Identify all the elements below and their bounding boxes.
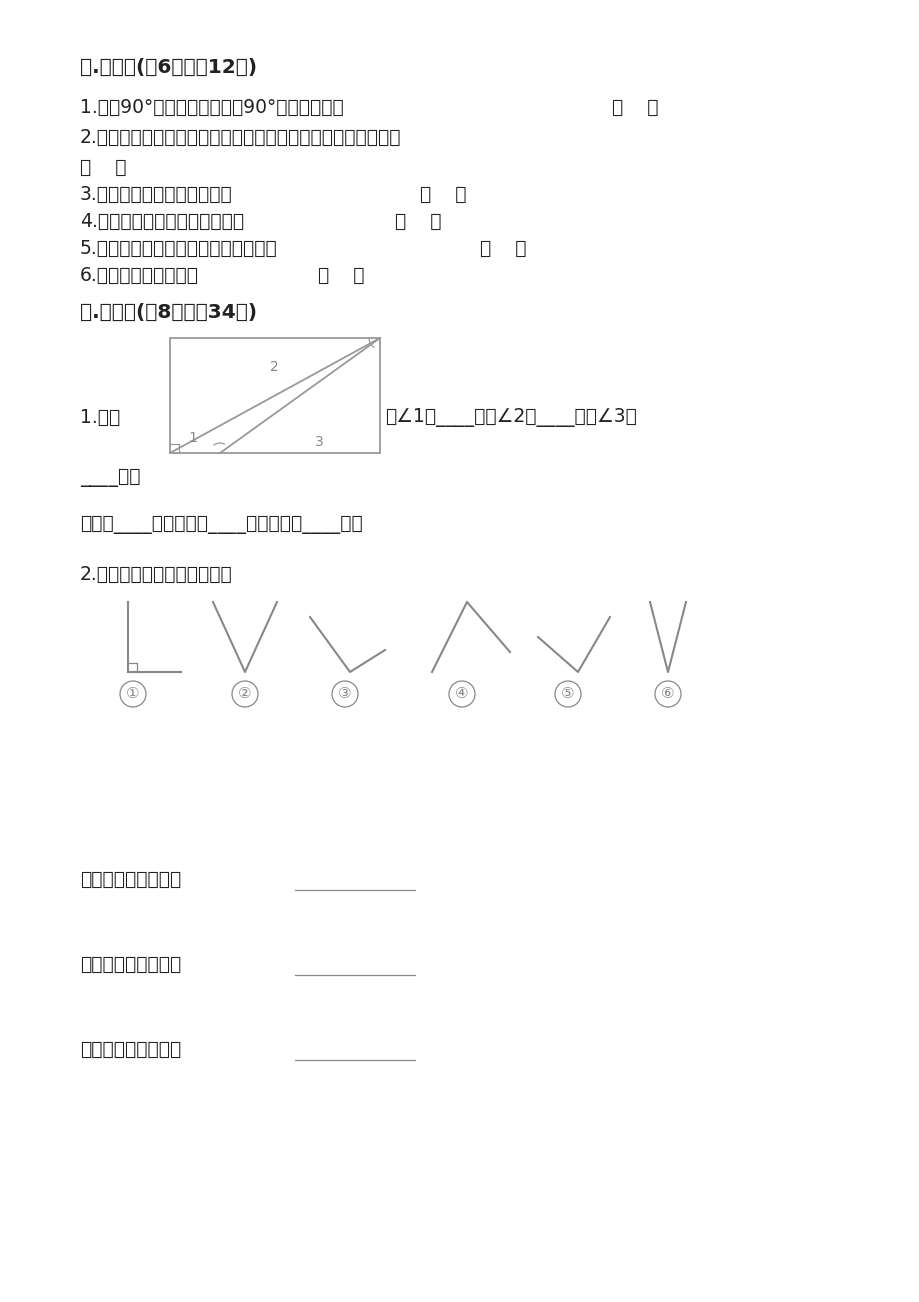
Text: ①: ① <box>126 686 140 702</box>
Text: ④: ④ <box>455 686 469 702</box>
Text: （    ）: （ ） <box>394 212 441 230</box>
Text: 6.钝角一定比直角大。: 6.钝角一定比直角大。 <box>80 266 199 285</box>
Text: ⑤: ⑤ <box>561 686 574 702</box>
Text: （    ）: （ ） <box>318 266 364 285</box>
Text: 锐角有____个，直角有____个，钝角有____个。: 锐角有____个，直角有____个，钝角有____个。 <box>80 516 362 534</box>
Text: 4.课桌面的角比黑板面的角小。: 4.课桌面的角比黑板面的角小。 <box>80 212 244 230</box>
Text: 2.一个正方形中的直角个数与一个长方形中直角的个数一样多。: 2.一个正方形中的直角个数与一个长方形中直角的个数一样多。 <box>80 128 401 147</box>
Text: 二.判断题(共6题，共12分): 二.判断题(共6题，共12分) <box>80 59 256 77</box>
Text: （    ）: （ ） <box>80 158 127 177</box>
Text: 三.填空题(共8题，共34分): 三.填空题(共8题，共34分) <box>80 303 256 322</box>
Text: ③: ③ <box>338 686 351 702</box>
Text: ②: ② <box>238 686 252 702</box>
Text: 1.图中: 1.图中 <box>80 408 120 427</box>
Text: 2: 2 <box>269 359 278 374</box>
Bar <box>170 339 380 453</box>
Text: 1.等于90°的角叫直角，大于90°的角叫钝角。: 1.等于90°的角叫直角，大于90°的角叫钝角。 <box>80 98 344 117</box>
Text: ，∠1是____角，∠2是____角，∠3是: ，∠1是____角，∠2是____角，∠3是 <box>384 408 636 427</box>
Text: 上图中是锐角的有：: 上图中是锐角的有： <box>80 870 181 889</box>
Text: 3.任何一个锐角都比直角小。: 3.任何一个锐角都比直角小。 <box>80 185 233 204</box>
Text: 2.按要求分一分。（填序号）: 2.按要求分一分。（填序号） <box>80 565 233 585</box>
Text: 5.用一副三角尺不可能拼出一个钝角。: 5.用一副三角尺不可能拼出一个钝角。 <box>80 240 278 258</box>
Text: ⑥: ⑥ <box>661 686 674 702</box>
Text: （    ）: （ ） <box>420 185 466 204</box>
Text: （    ）: （ ） <box>480 240 526 258</box>
Text: 上图中是钝角的有：: 上图中是钝角的有： <box>80 1040 181 1059</box>
Text: 上图中是直角的有：: 上图中是直角的有： <box>80 954 181 974</box>
Text: ____角。: ____角。 <box>80 467 141 487</box>
Text: 1: 1 <box>187 431 197 445</box>
Text: 3: 3 <box>314 435 323 449</box>
Text: （    ）: （ ） <box>611 98 658 117</box>
